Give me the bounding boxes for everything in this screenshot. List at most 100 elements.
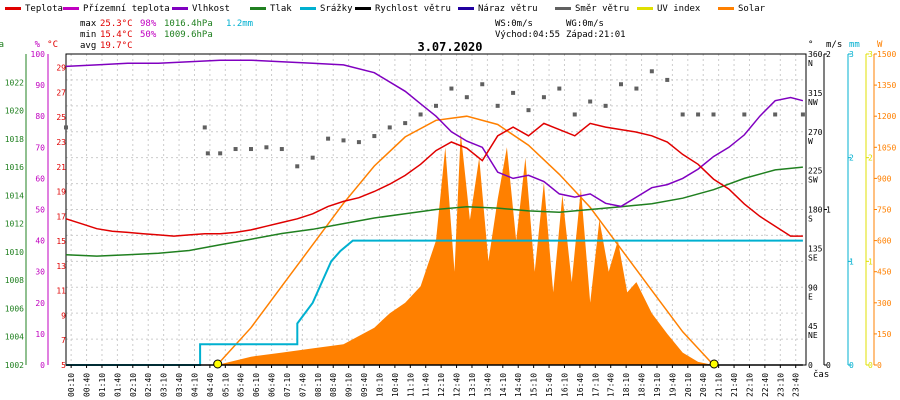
legend-swatch-7 <box>555 7 571 10</box>
axis-tick-temp-7: 19 <box>56 188 66 197</box>
legend-label-1: Přízemní teplota <box>83 4 170 14</box>
grid <box>65 53 807 366</box>
axis-tick-temp-8: 21 <box>56 163 66 172</box>
x-tick-24: 12:10 <box>437 373 446 397</box>
wind-dir-point-3 <box>218 151 223 156</box>
sunrise: Východ:04:55 <box>495 30 560 40</box>
stats-min-hum: 50% <box>140 30 157 40</box>
x-tick-2: 01:10 <box>98 373 107 397</box>
wind-dir-point-14 <box>387 125 392 130</box>
axis-tick-dir-2: 90 <box>808 283 818 292</box>
wind-dir-point-31 <box>649 69 654 74</box>
axis-tick-hpa-8: 1018 <box>5 135 24 144</box>
axis-tick-hpa-4: 1010 <box>5 248 24 257</box>
wind-dir-point-8 <box>295 164 300 169</box>
axis-tick-hpa-5: 1012 <box>5 220 24 229</box>
wind-dir-point-10 <box>326 136 331 141</box>
wind-dir-point-22 <box>511 90 516 95</box>
axis-tick-dir-2: E <box>808 292 813 301</box>
axis-tick-mm-1: 1 <box>849 257 854 266</box>
wind-dir-point-0 <box>64 125 68 130</box>
wind-dir-point-16 <box>418 112 423 117</box>
axis-tick-w-4: 600 <box>877 237 892 246</box>
axis-tick-w-0: 0 <box>877 361 882 370</box>
series-temperature <box>65 122 803 237</box>
x-tick-32: 16:10 <box>560 373 569 397</box>
axis-tick-dir-6: W <box>808 137 813 146</box>
wind-dir-point-27 <box>588 99 593 104</box>
axis-tick-mm-0: 0 <box>849 361 854 370</box>
legend-label-2: Vlhkost <box>192 4 230 14</box>
axis-tick-dir-4: S <box>808 215 813 224</box>
wind-dir-point-15 <box>403 121 408 126</box>
wind-dir-point-13 <box>372 134 377 139</box>
axis-tick-dir-3: SE <box>808 253 818 262</box>
wind-dir-point-18 <box>449 86 454 91</box>
stats-avg-label: avg <box>80 41 96 51</box>
wind-dir-point-23 <box>526 108 531 113</box>
axis-tick-temp-3: 11 <box>56 287 66 296</box>
stats-min-press: 1009.6hPa <box>164 30 213 40</box>
axis-tick-temp-2: 9 <box>61 311 66 320</box>
legend-label-8: UV index <box>657 4 701 14</box>
axis-tick-uv-0: 0 <box>868 361 873 370</box>
wind-dir-point-11 <box>341 138 346 143</box>
stats-max-temp: 25.3°C <box>100 19 133 29</box>
sunset: Západ:21:01 <box>566 30 626 40</box>
axis-tick-ms-0: 0 <box>826 361 831 370</box>
x-tick-33: 16:40 <box>576 373 585 397</box>
axis-tick-pct-7: 70 <box>35 143 45 152</box>
axis-tick-pct-4: 40 <box>35 237 45 246</box>
x-tick-21: 10:40 <box>391 373 400 397</box>
x-tick-27: 13:40 <box>483 373 492 397</box>
stats-max-label: max <box>80 19 97 29</box>
wind-dir-point-26 <box>572 112 577 117</box>
legend-swatch-3 <box>250 7 266 10</box>
axis-tick-uv-1: 1 <box>868 257 873 266</box>
x-tick-26: 13:10 <box>468 373 477 397</box>
wind-dir-point-29 <box>619 82 623 87</box>
legend-label-7: Směr větru <box>575 4 629 14</box>
legend-swatch-6 <box>458 7 474 10</box>
wind-dir-point-6 <box>264 145 269 150</box>
axis-tick-w-5: 750 <box>877 206 892 215</box>
x-tick-7: 03:40 <box>175 373 184 397</box>
axis-tick-hpa-10: 1022 <box>5 78 24 87</box>
stats-min-temp: 15.4°C <box>100 30 133 40</box>
axis-tick-pct-5: 50 <box>35 206 45 215</box>
x-tick-40: 20:10 <box>684 373 693 397</box>
wind-dir-point-19 <box>464 95 469 100</box>
x-tick-23: 11:40 <box>422 373 431 397</box>
axis-tick-dir-8: N <box>808 59 813 68</box>
axis-tick-dir-1: NE <box>808 331 818 340</box>
axis-tick-dir-3: 135 <box>808 244 823 253</box>
stats-max-press: 1016.4hPa <box>164 19 213 29</box>
sun-marker-1 <box>709 359 719 369</box>
x-tick-25: 12:40 <box>453 373 462 397</box>
legend: Teplota Přízemní teplota Vlhkost Tlak Srážky… <box>5 4 766 14</box>
x-axis: 00:10 00:40 01:10 01:40 02:10 02:40 03:10 03:40… <box>67 365 801 397</box>
series-humidity <box>65 59 804 208</box>
axis-tick-hpa-2: 1006 <box>5 304 24 313</box>
x-tick-6: 03:10 <box>160 373 169 397</box>
wind-dir-point-32 <box>665 77 670 82</box>
series-solar <box>217 132 714 365</box>
x-tick-16: 08:10 <box>314 373 323 397</box>
chart-title: 3.07.2020 <box>417 40 482 54</box>
stats-min-label: min <box>80 30 96 40</box>
x-tick-19: 09:40 <box>360 373 369 397</box>
wind-ws: WS:0m/s <box>495 19 533 29</box>
x-axis-label: čas <box>813 369 829 380</box>
legend-label-5: Rychlost větru <box>375 4 451 14</box>
wind-dir-point-36 <box>742 112 747 117</box>
axis-tick-ms-1: 1 <box>826 206 831 215</box>
stats-max-hum: 98% <box>140 19 157 29</box>
series-rain <box>66 239 803 366</box>
axis-tick-dir-6: 270 <box>808 128 823 137</box>
axis-tick-pct-2: 20 <box>35 299 45 308</box>
x-tick-28: 14:10 <box>499 373 508 397</box>
legend-swatch-8 <box>637 7 653 10</box>
x-tick-20: 10:10 <box>375 373 384 397</box>
x-tick-13: 06:40 <box>268 373 277 397</box>
axis-tick-hpa-9: 1020 <box>5 107 24 116</box>
